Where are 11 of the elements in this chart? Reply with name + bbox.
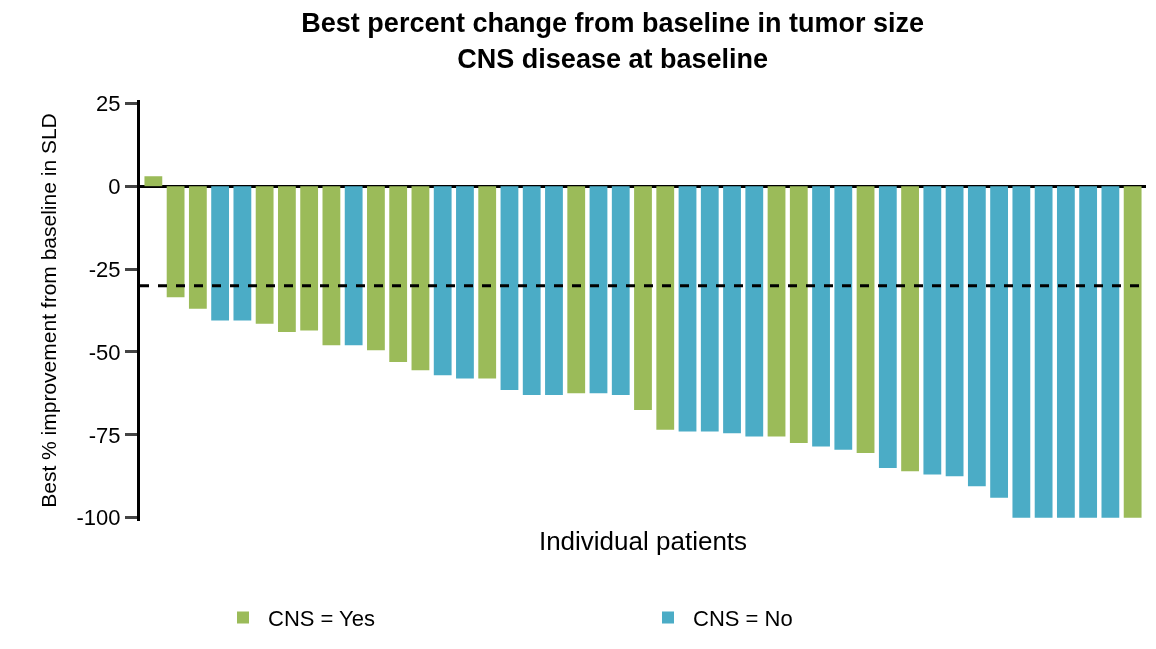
legend-label: CNS = Yes (268, 606, 376, 632)
y-axis-title: Best % improvement from baseline in SLD (36, 113, 60, 508)
x-axis-title: Individual patients (538, 525, 748, 556)
y-tick-label: -25 (88, 256, 121, 282)
chart-title: Best percent change from baseline in tumor size CNS disease at baseline (301, 8, 925, 74)
y-tick-label: 0 (108, 173, 121, 199)
y-tick-label: -75 (88, 422, 121, 448)
legend-label: CNS = No (693, 606, 793, 632)
y-tick-label: -50 (88, 339, 121, 365)
y-tick-label: -100 (76, 505, 121, 531)
y-tick-label: 25 (96, 91, 121, 117)
